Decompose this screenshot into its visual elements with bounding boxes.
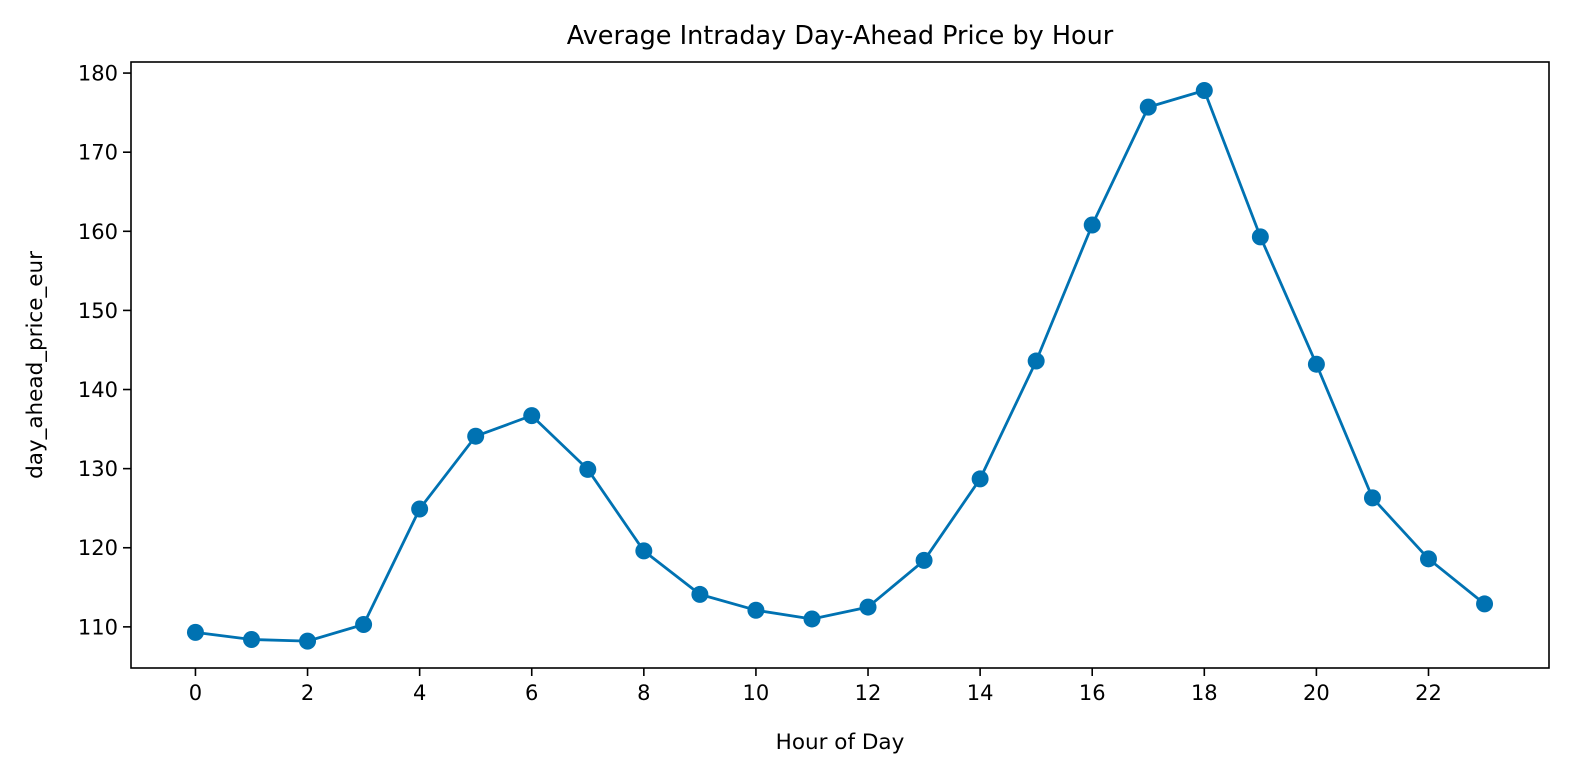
x-tick-label: 18 bbox=[1191, 681, 1218, 705]
y-tick-label: 120 bbox=[78, 536, 118, 560]
data-point bbox=[355, 615, 373, 633]
y-axis: 110 120 130 140 150 160 170 180 bbox=[78, 62, 131, 639]
y-tick-label: 130 bbox=[78, 457, 118, 481]
x-tick-label: 2 bbox=[301, 681, 314, 705]
x-tick-label: 4 bbox=[413, 681, 426, 705]
y-tick-label: 140 bbox=[78, 378, 118, 402]
data-point bbox=[859, 598, 877, 616]
data-point bbox=[186, 623, 204, 641]
data-point bbox=[1027, 352, 1045, 370]
data-point bbox=[299, 632, 317, 650]
data-point bbox=[1363, 489, 1381, 507]
plot-frame bbox=[130, 61, 1550, 669]
data-point bbox=[467, 427, 485, 445]
y-tick-label: 110 bbox=[78, 615, 118, 639]
x-tick-label: 6 bbox=[525, 681, 538, 705]
data-point bbox=[1251, 228, 1269, 246]
data-point bbox=[579, 460, 597, 478]
data-point bbox=[691, 585, 709, 603]
data-point bbox=[635, 542, 653, 560]
y-tick-label: 180 bbox=[78, 62, 118, 86]
data-point bbox=[1476, 595, 1494, 613]
x-tick-label: 22 bbox=[1415, 681, 1442, 705]
data-point bbox=[747, 601, 765, 619]
y-axis-label: day_ahead_price_eur bbox=[23, 251, 48, 479]
y-tick-label: 170 bbox=[78, 141, 118, 165]
plot-area bbox=[186, 81, 1494, 650]
y-tick-label: 150 bbox=[78, 299, 118, 323]
data-point bbox=[803, 610, 821, 628]
data-point bbox=[1195, 81, 1213, 99]
data-point bbox=[915, 551, 933, 569]
data-point bbox=[1083, 216, 1101, 234]
data-point bbox=[1307, 355, 1325, 373]
y-tick-label: 160 bbox=[78, 220, 118, 244]
x-tick-label: 0 bbox=[189, 681, 202, 705]
data-point bbox=[243, 631, 261, 649]
x-tick-label: 8 bbox=[637, 681, 650, 705]
x-axis-label: Hour of Day bbox=[776, 730, 905, 755]
data-point bbox=[523, 407, 541, 425]
data-point bbox=[1419, 550, 1437, 568]
chart-title: Average Intraday Day-Ahead Price by Hour bbox=[567, 21, 1114, 51]
x-tick-label: 10 bbox=[743, 681, 770, 705]
data-point bbox=[1139, 98, 1157, 116]
data-point bbox=[971, 470, 989, 488]
x-tick-label: 14 bbox=[967, 681, 994, 705]
x-tick-label: 12 bbox=[855, 681, 882, 705]
x-axis: 0 2 4 6 8 10 12 14 16 18 20 22 bbox=[189, 668, 1442, 705]
x-tick-label: 20 bbox=[1303, 681, 1330, 705]
data-point bbox=[411, 500, 429, 518]
x-tick-label: 16 bbox=[1079, 681, 1106, 705]
series-line bbox=[195, 89, 1486, 643]
